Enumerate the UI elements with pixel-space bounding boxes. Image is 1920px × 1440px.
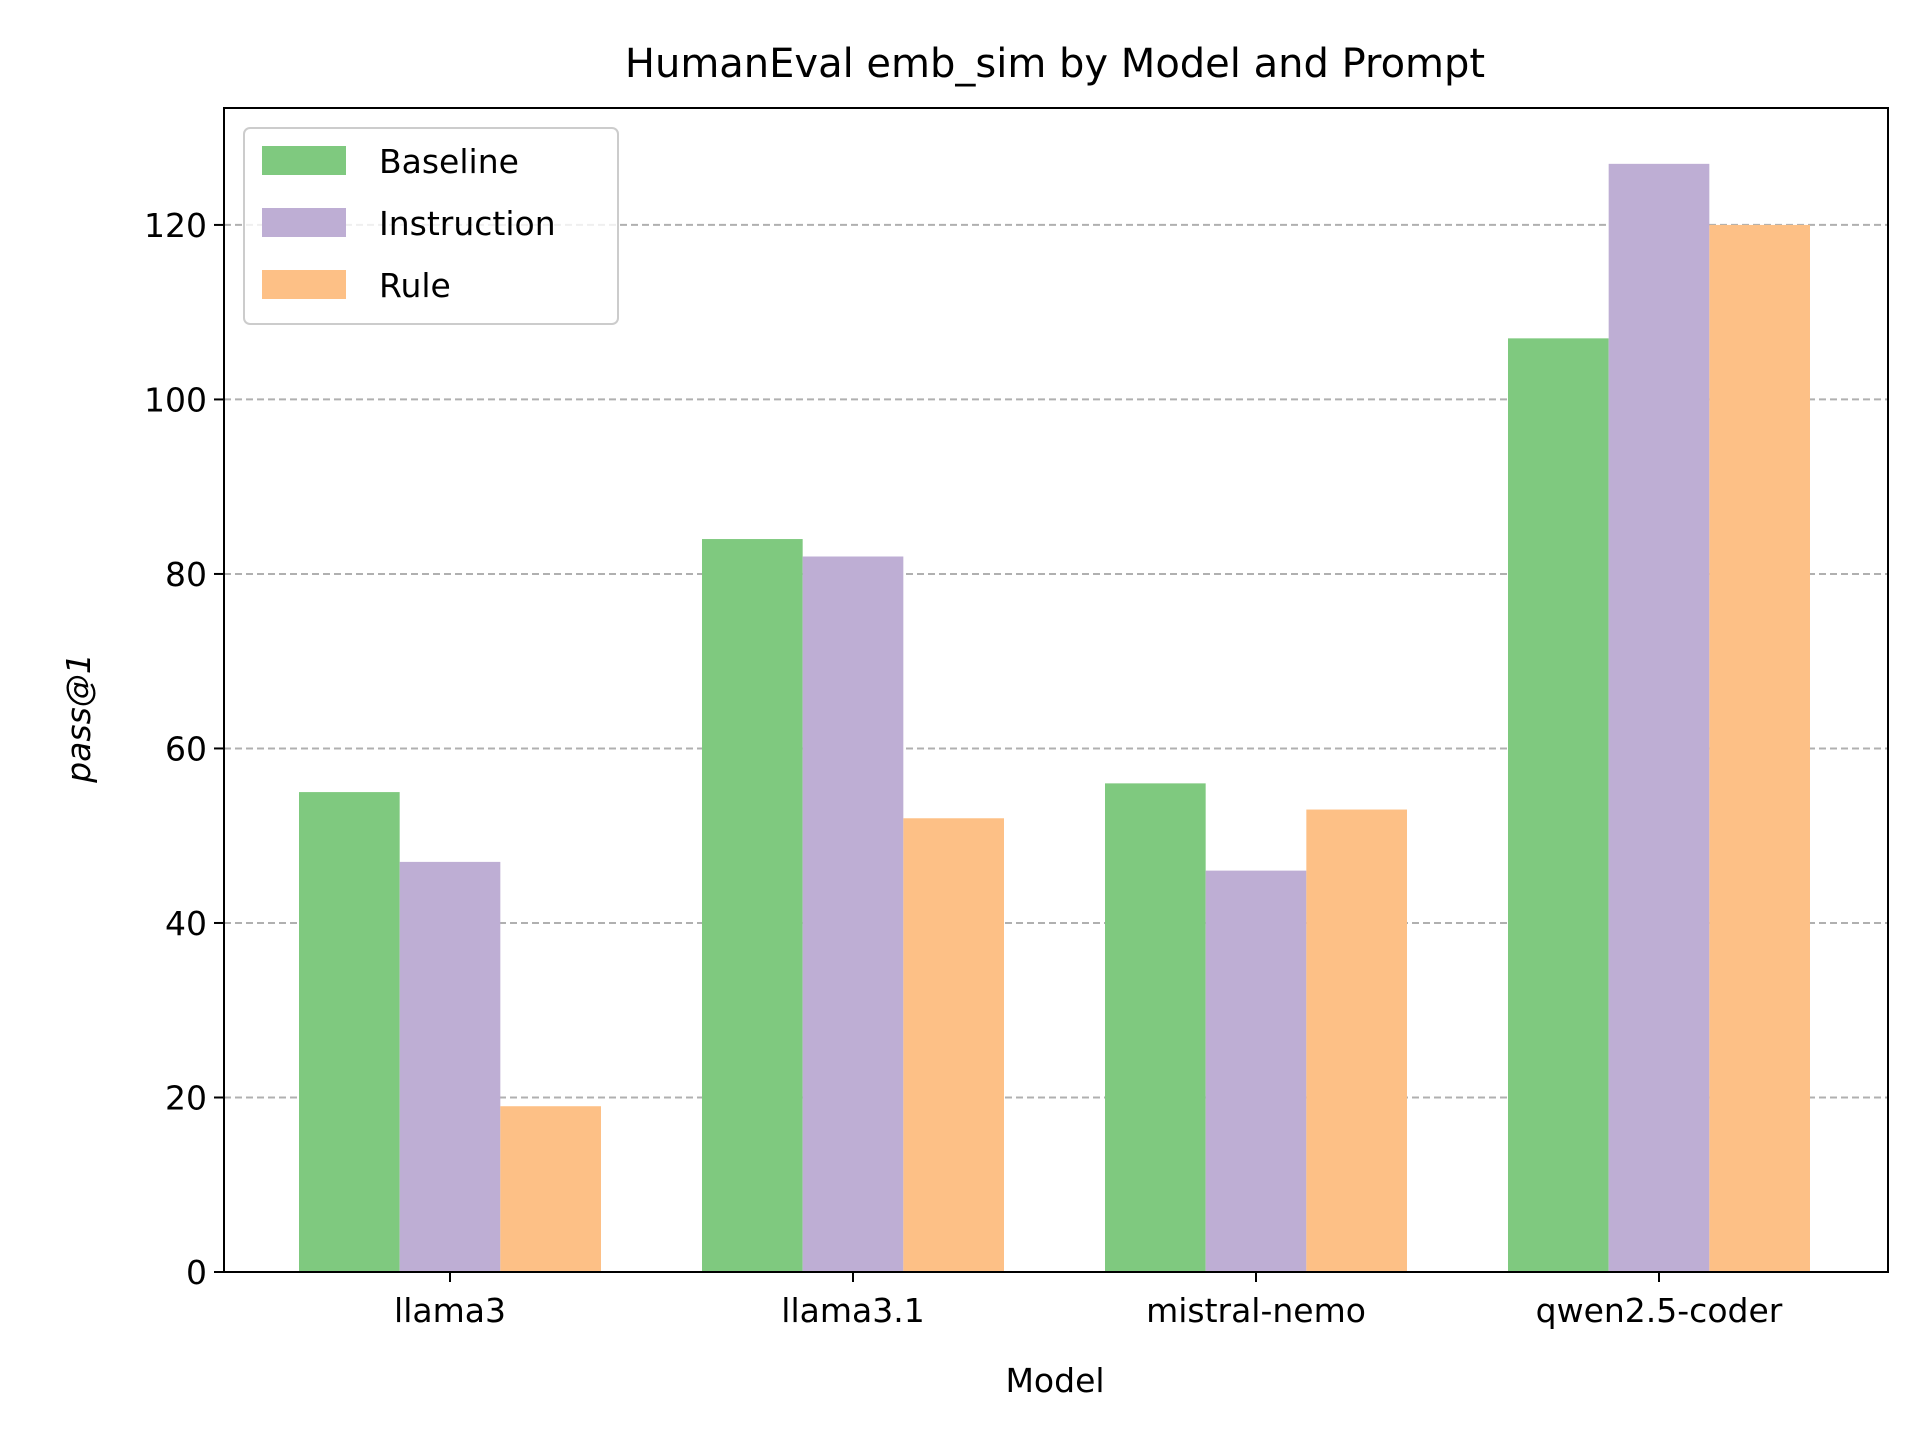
x-tick-label: llama3.1 xyxy=(781,1291,924,1330)
legend-swatch-rule xyxy=(262,270,346,299)
bar-instruction-qwen2-5-coder xyxy=(1608,163,1710,1272)
bar-baseline-mistral-nemo xyxy=(1105,783,1206,1272)
legend-label-instruction: Instruction xyxy=(379,204,556,243)
x-tick-label: llama3 xyxy=(394,1291,506,1330)
bar-baseline-llama3 xyxy=(299,792,400,1272)
x-tick-label: mistral-nemo xyxy=(1146,1291,1366,1330)
bar-baseline-llama3-1 xyxy=(702,539,803,1272)
y-tick-label: 120 xyxy=(144,206,207,245)
y-axis-ticks: 0 20 40 60 80 100 120 xyxy=(144,206,224,1292)
bar-instruction-llama3 xyxy=(399,861,501,1272)
bar-rule-qwen2-5-coder xyxy=(1709,224,1810,1272)
bar-rule-llama3-1 xyxy=(903,818,1004,1272)
bar-instruction-llama3-1 xyxy=(802,556,904,1272)
y-tick-label: 60 xyxy=(165,729,207,768)
y-tick-label: 20 xyxy=(165,1078,207,1117)
bar-instruction-mistral-nemo xyxy=(1205,870,1307,1272)
legend: Baseline Instruction Rule xyxy=(243,127,619,325)
x-tick-label: qwen2.5-coder xyxy=(1536,1291,1783,1330)
chart-title: HumanEval emb_sim by Model and Prompt xyxy=(625,41,1485,87)
y-axis-label: pass@1 xyxy=(59,653,98,784)
legend-swatch-baseline xyxy=(262,146,346,175)
bar-rule-mistral-nemo xyxy=(1306,809,1407,1272)
y-tick-label: 40 xyxy=(165,904,207,943)
y-tick-label: 0 xyxy=(186,1253,207,1292)
bar-baseline-qwen2-5-coder xyxy=(1508,338,1609,1272)
y-tick-label: 80 xyxy=(165,555,207,594)
x-axis-label: Model xyxy=(1005,1361,1104,1400)
legend-label-rule: Rule xyxy=(379,266,451,305)
legend-swatch-instruction xyxy=(262,208,346,237)
bar-rule-llama3 xyxy=(500,1106,601,1272)
plot-frame xyxy=(223,107,1889,1273)
y-tick-label: 100 xyxy=(144,380,207,419)
x-axis-ticks: llama3 llama3.1 mistral-nemo qwen2.5-coder xyxy=(394,1272,1783,1330)
legend-label-baseline: Baseline xyxy=(379,142,519,181)
bars xyxy=(299,163,1810,1272)
